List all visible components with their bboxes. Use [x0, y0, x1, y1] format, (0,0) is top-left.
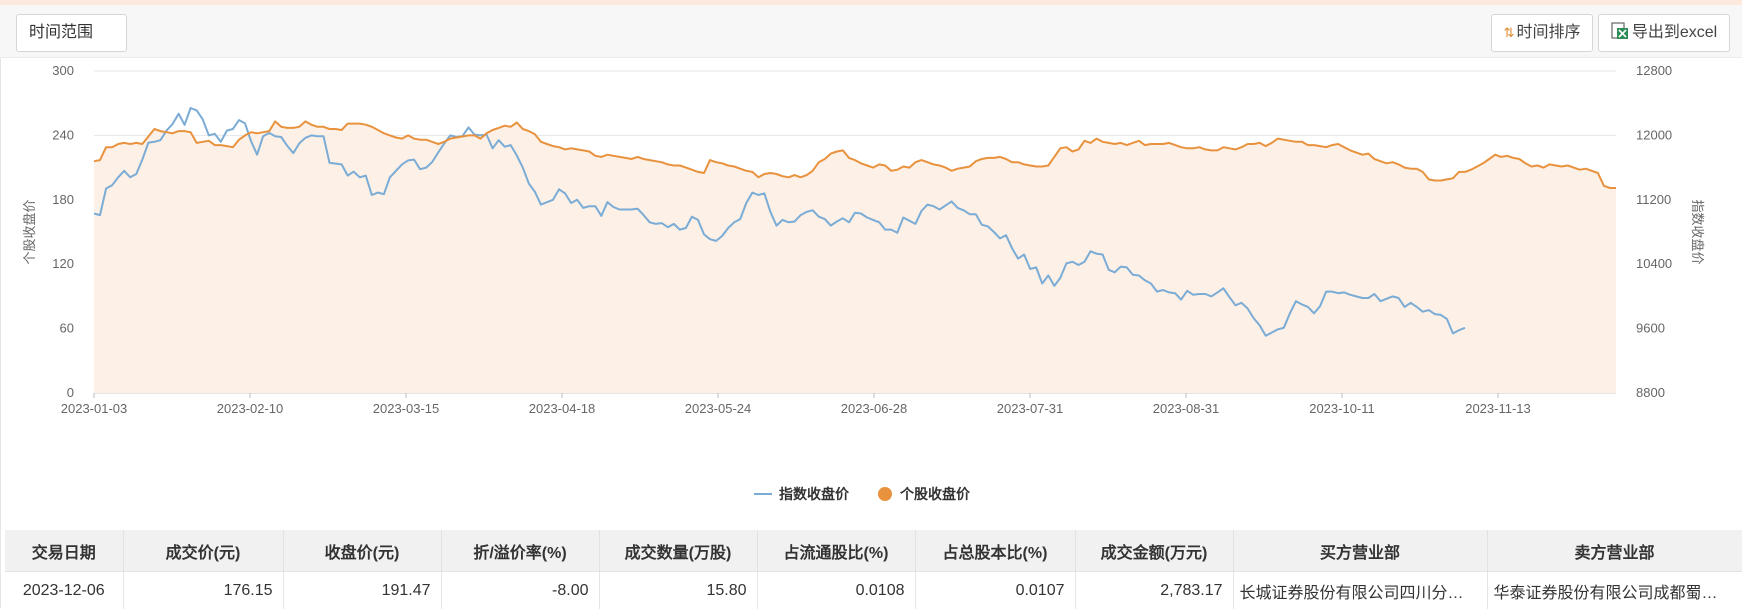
legend-index-label: 指数收盘价	[779, 486, 850, 502]
right-tick-label: 11200	[1636, 192, 1671, 207]
x-tick-label: 2023-01-03	[61, 401, 128, 416]
cell-trade-date: 2023-12-06	[5, 572, 123, 609]
export-excel-label: 导出到excel	[1632, 24, 1717, 41]
table-row[interactable]: 2023-12-06 176.15 191.47 -8.00 15.80 0.0…	[5, 572, 1742, 609]
time-range-label: 时间范围	[29, 24, 93, 41]
col-close-price[interactable]: 收盘价(元)	[283, 530, 441, 572]
col-buyer-branch[interactable]: 买方营业部	[1233, 530, 1487, 572]
left-tick-label: 0	[67, 385, 74, 400]
col-deal-volume[interactable]: 成交数量(万股)	[599, 530, 757, 572]
export-excel-button[interactable]: 导出到excel	[1598, 14, 1730, 52]
excel-icon	[1611, 18, 1629, 54]
left-axis-title: 个股收盘价	[22, 199, 37, 264]
right-tick-label: 12000	[1636, 127, 1672, 142]
cell-buyer-branch[interactable]: 长城证券股份有限公司四川分公司	[1233, 572, 1487, 609]
legend-stock-swatch	[878, 487, 892, 501]
cell-deal-price: 176.15	[123, 572, 283, 609]
chart-legend: 指数收盘价 个股收盘价	[754, 486, 971, 502]
x-tick-label: 2023-06-28	[841, 401, 908, 416]
time-sort-button[interactable]: ⇅时间排序	[1491, 14, 1593, 52]
cell-total-ratio: 0.0107	[915, 572, 1075, 609]
block-trade-table: 交易日期 成交价(元) 收盘价(元) 折/溢价率(%) 成交数量(万股) 占流通…	[5, 530, 1742, 609]
right-tick-label: 12800	[1636, 63, 1672, 78]
legend-item-stock[interactable]: 个股收盘价	[878, 486, 971, 502]
cell-seller-branch[interactable]: 华泰证券股份有限公司成都蜀汉路证券营业部	[1487, 572, 1742, 609]
col-float-ratio[interactable]: 占流通股比(%)	[757, 530, 915, 572]
right-axis-title: 指数收盘价	[1690, 199, 1705, 264]
left-tick-label: 240	[52, 127, 74, 142]
cell-deal-volume: 15.80	[599, 572, 757, 609]
x-tick-label: 2023-05-24	[685, 401, 752, 416]
time-sort-label: 时间排序	[1516, 24, 1580, 41]
cell-close-price: 191.47	[283, 572, 441, 609]
col-deal-price[interactable]: 成交价(元)	[123, 530, 283, 572]
col-seller-branch[interactable]: 卖方营业部	[1487, 530, 1742, 572]
right-tick-label: 10400	[1636, 256, 1672, 271]
legend-stock-label: 个股收盘价	[899, 486, 971, 502]
x-tick-label: 2023-07-31	[997, 401, 1064, 416]
col-deal-amount[interactable]: 成交金额(万元)	[1075, 530, 1233, 572]
cell-deal-amount: 2,783.17	[1075, 572, 1233, 609]
x-tick-label: 2023-02-10	[217, 401, 284, 416]
col-premium-rate[interactable]: 折/溢价率(%)	[441, 530, 599, 572]
toolbar: 时间范围 ⇅时间排序 导出到excel	[0, 5, 1742, 58]
col-total-ratio[interactable]: 占总股本比(%)	[915, 530, 1075, 572]
time-range-button[interactable]: 时间范围	[16, 14, 127, 52]
left-tick-label: 60	[60, 321, 74, 336]
cell-premium-rate: -8.00	[441, 572, 599, 609]
table-header-row: 交易日期 成交价(元) 收盘价(元) 折/溢价率(%) 成交数量(万股) 占流通…	[5, 530, 1742, 572]
left-tick-label: 300	[52, 63, 74, 78]
legend-item-index[interactable]: 指数收盘价	[754, 486, 850, 502]
x-tick-label: 2023-08-31	[1153, 401, 1220, 416]
sort-arrows-icon: ⇅	[1504, 25, 1515, 40]
right-tick-label: 8800	[1636, 385, 1665, 400]
x-tick-label: 2023-04-18	[529, 401, 596, 416]
right-tick-label: 9600	[1636, 321, 1665, 336]
cell-float-ratio: 0.0108	[757, 572, 915, 609]
x-tick-label: 2023-10-11	[1309, 401, 1375, 416]
left-tick-label: 120	[52, 256, 74, 271]
left-tick-label: 180	[52, 192, 74, 207]
col-trade-date[interactable]: 交易日期	[5, 530, 123, 572]
price-chart: 0 60 120 180 240 300 8800 9600 10400 11200 12000 12…	[0, 57, 1742, 530]
x-tick-label: 2023-03-15	[373, 401, 440, 416]
x-tick-label: 2023-11-13	[1465, 401, 1531, 416]
